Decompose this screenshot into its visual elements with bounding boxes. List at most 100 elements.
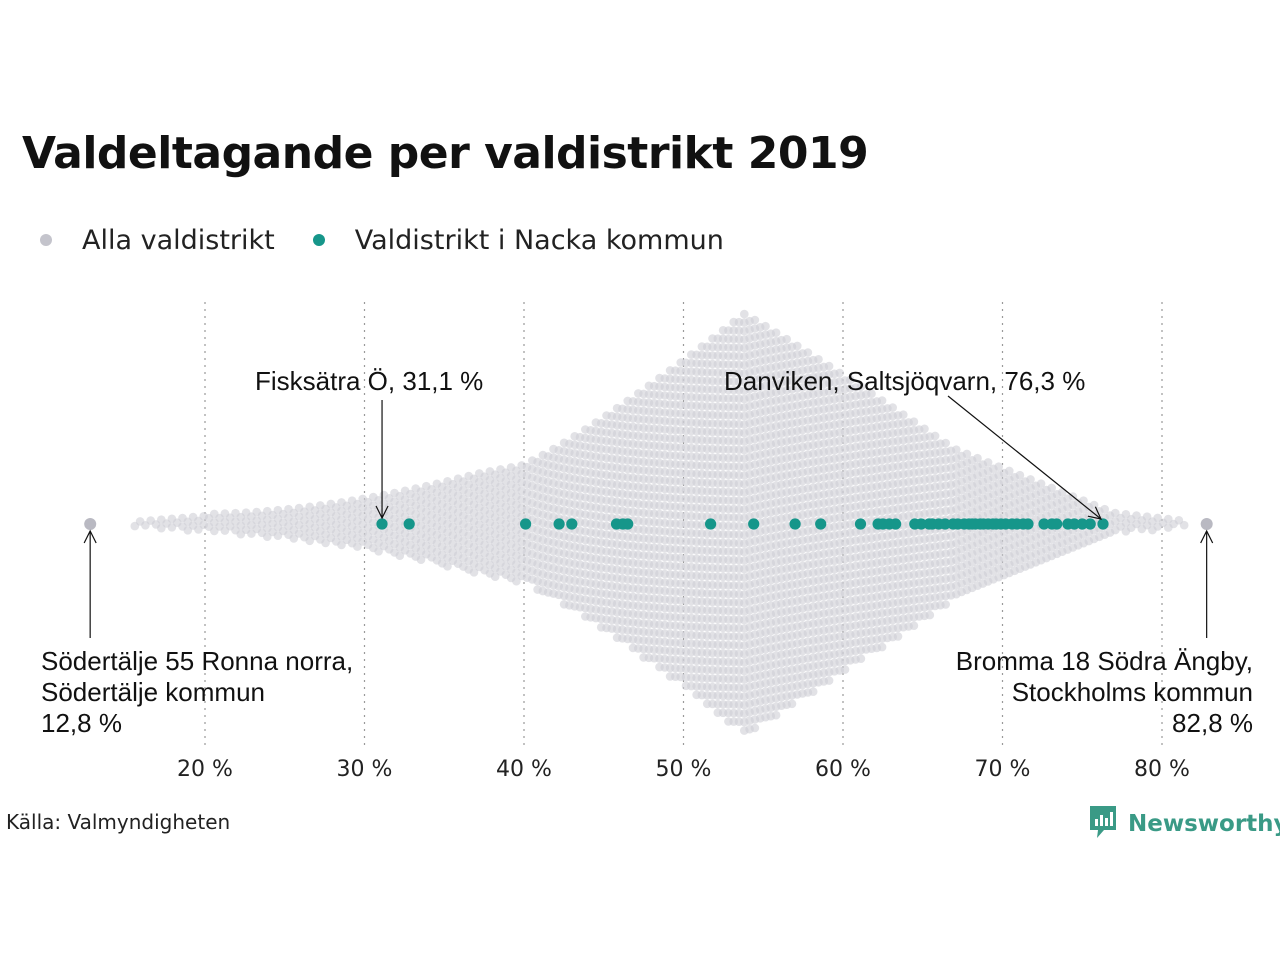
all-district-point [994,462,1003,472]
all-district-point [803,348,813,357]
chart-title: Valdeltagande per valdistrikt 2019 [22,128,869,179]
x-axis-ticks: 20 % 30 % 40 % 50 % 60 % 70 % 80 % [177,757,1190,782]
all-district-point [1036,479,1046,489]
annotation-bromma: Bromma 18 Södra Ängby, [956,646,1253,676]
all-district-point [1179,520,1189,530]
all-district-point [835,368,844,378]
x-tick-label: 70 % [975,757,1031,782]
nacka-district-point [1051,518,1063,530]
extreme-points [84,518,1213,530]
x-tick-label: 30 % [337,757,393,782]
all-district-point [793,341,802,351]
all-district-point [337,540,346,550]
legend-dot-nacka [312,234,325,246]
source-credit: Källa: Valmyndigheten [6,810,231,834]
annotation-fisksatra: Fisksätra Ö, 31,1 % [255,366,483,396]
annotation-arrowhead [83,529,97,544]
all-district-point [1005,466,1014,476]
nacka-district-point [890,518,902,530]
all-district-point [909,417,919,427]
legend-item-nacka: Valdistrikt i Nacka kommun [312,224,724,256]
brand-name: Newsworthy [1128,811,1280,837]
all-district-point [750,315,760,325]
all-district-point [416,555,426,564]
annotation-danviken: Danviken, Saltsjöqvarn, 76,3 % [724,366,1085,396]
all-district-point [443,562,452,571]
nacka-district-point [403,518,415,530]
all-district-point [846,375,855,385]
x-tick-label: 80 % [1134,757,1190,782]
all-district-point [1026,475,1035,484]
annotation-line [947,395,1102,520]
nacka-district-point [1084,518,1096,530]
nacka-district-point [553,518,565,530]
all-district-point [856,382,866,392]
all-district-point [867,389,876,399]
all-district-point [469,568,479,577]
all-district-point [856,654,866,663]
extreme-district-point [1200,518,1213,530]
all-district-point [787,699,797,709]
nacka-district-point [915,518,927,530]
all-district-point [824,361,834,371]
all-district-point [782,334,791,344]
all-district-point [952,445,961,455]
all-district-point [771,328,781,338]
newsworthy-logo-icon [1088,804,1118,844]
x-tick-label: 60 % [815,757,871,782]
nacka-district-point [939,518,951,530]
all-district-point [353,542,362,551]
all-district-point [941,600,950,609]
annotation-arrowhead [1200,529,1214,544]
all-district-point [750,723,760,733]
nacka-district-point [1038,518,1050,530]
legend: Alla valdistrikt Valdistrikt i Nacka kom… [40,220,762,260]
annotation-sodertalje: Södertälje 55 Ronna norra, [41,646,353,676]
all-district-point [893,632,903,641]
all-district-point [962,449,972,459]
all-district-point [808,687,818,696]
all-district-point [740,309,749,319]
all-districts-swarm [130,309,1189,735]
all-district-point [909,621,919,630]
x-tick-label: 20 % [177,757,233,782]
all-district-point [840,665,850,674]
all-district-point [973,453,982,463]
all-district-point [1047,483,1056,493]
all-district-point [512,576,521,586]
x-tick-label: 40 % [496,757,552,782]
legend-label-nacka: Valdistrikt i Nacka kommun [354,224,724,256]
nacka-district-point [622,518,634,530]
all-district-point [983,458,993,467]
nacka-district-point [748,518,760,530]
all-district-point [925,610,935,620]
all-district-point [877,396,887,405]
all-district-point [888,403,897,412]
nacka-district-point [789,518,801,530]
annotation-sodertalje: Södertälje kommun [41,677,265,707]
nacka-district-point [815,518,827,530]
all-district-point [771,710,781,720]
all-district-point [1089,500,1099,510]
all-district-point [877,642,887,652]
nacka-district-point [854,518,867,530]
nacka-districts-points [376,518,1109,530]
all-district-point [930,431,940,441]
legend-label-all: Alla valdistrikt [82,224,275,256]
annotation-sodertalje: 12,8 % [41,708,122,738]
nacka-district-point [376,518,388,530]
all-district-point [899,410,908,420]
all-district-point [920,424,929,434]
brand[interactable]: Newsworthy [1088,804,1280,844]
annotation-bromma: Stockholms kommun [1012,677,1253,707]
all-district-point [1100,504,1109,514]
all-district-point [814,355,823,364]
all-district-point [395,551,405,560]
legend-item-all: Alla valdistrikt [40,225,275,256]
all-district-point [941,438,950,448]
extreme-district-point [84,518,97,530]
all-district-point [824,676,834,685]
nacka-district-point [1068,518,1080,530]
nacka-district-point [520,518,532,530]
